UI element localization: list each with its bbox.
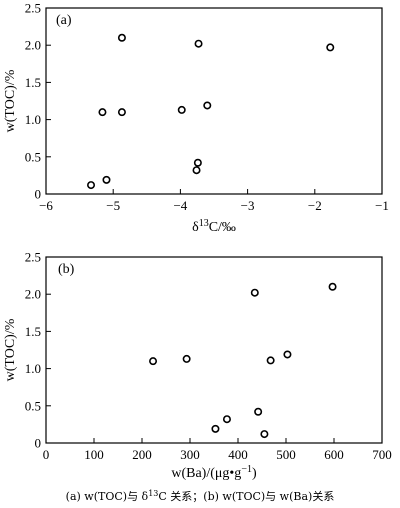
data-point-b bbox=[222, 415, 231, 424]
data-point-b bbox=[182, 354, 191, 363]
plot-frame-a bbox=[45, 7, 383, 195]
x-tick-label-a: −3 bbox=[241, 198, 255, 213]
y-axis-label-a: w(TOC)/% bbox=[3, 69, 18, 132]
y-tick-label-b: 0.5 bbox=[25, 398, 41, 413]
data-point-a bbox=[102, 175, 111, 184]
x-tick-label-a: −6 bbox=[39, 198, 53, 213]
data-point-a bbox=[98, 108, 107, 117]
data-point-b bbox=[260, 430, 269, 439]
data-point-a bbox=[177, 105, 186, 114]
x-tick-label-a: −2 bbox=[308, 198, 322, 213]
data-point-a bbox=[203, 101, 212, 110]
x-tick-label-b: 0 bbox=[43, 447, 50, 462]
y-axis-label-b: w(TOC)/% bbox=[3, 318, 18, 381]
y-tick-label-b: 1.5 bbox=[25, 324, 41, 339]
y-tick-label-a: 2.5 bbox=[25, 1, 41, 16]
data-point-a bbox=[192, 166, 201, 175]
y-tick-label-a: 0 bbox=[35, 187, 42, 202]
x-tick-label-b: 500 bbox=[276, 447, 296, 462]
y-tick-label-a: 2.0 bbox=[25, 38, 41, 53]
x-tick-label-b: 700 bbox=[372, 447, 392, 462]
data-point-b bbox=[266, 356, 275, 365]
y-tick-label-a: 1.0 bbox=[25, 112, 41, 127]
data-point-a bbox=[117, 108, 126, 117]
panel-tag-b: (b) bbox=[58, 262, 75, 277]
data-point-b bbox=[149, 357, 158, 366]
x-tick-label-b: 300 bbox=[180, 447, 200, 462]
x-tick-label-b: 100 bbox=[84, 447, 104, 462]
data-point-b bbox=[211, 424, 220, 433]
y-tick-label-b: 2.0 bbox=[25, 287, 41, 302]
panel-b: (b) 0 100 200 300 400 500 600 700 0 0.5 1.0 1.5 2.0 2… bbox=[3, 250, 392, 482]
panel-a: (a) −6 −5 −4 −3 −2 −100.51.01.52.02.5 δ13C/‰ … bbox=[3, 1, 389, 236]
y-tick-label-a: 1.5 bbox=[25, 75, 41, 90]
data-point-a bbox=[326, 43, 335, 52]
data-point-a bbox=[87, 181, 96, 190]
x-tick-label-b: 400 bbox=[228, 447, 248, 462]
data-point-a bbox=[194, 39, 203, 48]
figure-caption: (a) w(TOC)与 δ13C 关系；(b) w(TOC)与 w(Ba)关系 bbox=[66, 489, 335, 503]
y-tick-label-b: 2.5 bbox=[25, 250, 41, 265]
y-tick-label-b: 1.0 bbox=[25, 361, 41, 376]
x-tick-label-b: 200 bbox=[132, 447, 152, 462]
y-tick-label-b: 0 bbox=[35, 436, 42, 451]
x-axis-label-a: δ13C/‰ bbox=[192, 218, 236, 235]
x-tick-label-a: −5 bbox=[106, 198, 120, 213]
data-point-b bbox=[328, 282, 337, 291]
x-tick-label-a: −1 bbox=[375, 198, 389, 213]
data-point-b bbox=[283, 350, 292, 359]
data-point-a bbox=[117, 33, 126, 42]
y-tick-label-a: 0.5 bbox=[25, 149, 41, 164]
x-tick-label-b: 600 bbox=[324, 447, 344, 462]
panel-tag-a: (a) bbox=[56, 13, 72, 28]
x-axis-label-b: w(Ba)/(μg•g−1) bbox=[171, 464, 257, 481]
plot-frame-b bbox=[45, 256, 383, 444]
data-point-b bbox=[254, 407, 263, 416]
x-tick-label-a: −4 bbox=[173, 198, 187, 213]
data-point-a bbox=[193, 158, 202, 167]
data-point-b bbox=[250, 288, 259, 297]
